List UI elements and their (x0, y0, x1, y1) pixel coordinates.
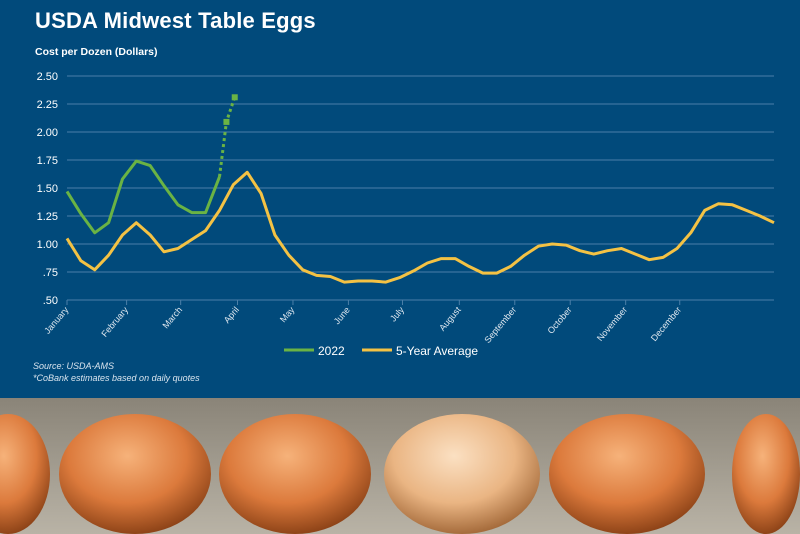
series-line-5-year-average (65, 170, 775, 284)
source-note: Source: USDA-AMS (33, 361, 115, 371)
y-tick-label: 1.25 (37, 211, 58, 223)
x-tick-label: December (649, 305, 683, 343)
y-tick-label: 2.00 (37, 127, 58, 139)
egg (219, 414, 371, 534)
egg-row (0, 414, 800, 534)
egg (549, 414, 705, 534)
egg (59, 414, 211, 534)
x-tick-label: November (595, 305, 629, 343)
x-tick-label: September (482, 305, 518, 345)
line-chart: Cost per Dozen (Dollars) .50 .75 1.00 1.25 1.… (35, 46, 775, 358)
egg (384, 414, 540, 534)
y-tick-label: .50 (43, 295, 58, 307)
x-tick-label: April (222, 305, 241, 325)
y-tick-label: 1.00 (37, 239, 58, 251)
y-tick-label: 2.50 (37, 71, 58, 83)
y-tick-label: 1.75 (37, 155, 58, 167)
x-tick-label: February (99, 304, 130, 338)
estimate-marker (231, 94, 238, 101)
legend-label: 5-Year Average (396, 344, 478, 358)
egg (0, 414, 50, 534)
y-tick-label: 1.50 (37, 183, 58, 195)
x-tick-label: January (42, 304, 71, 335)
series-line-2022 (65, 159, 221, 235)
eggs-photo (0, 398, 800, 534)
x-tick-label: May (278, 304, 297, 324)
y-tick-label: .75 (43, 267, 58, 279)
legend-label: 2022 (318, 344, 345, 358)
y-tick-label: 2.25 (37, 99, 58, 111)
x-tick-label: March (160, 305, 184, 331)
estimate-marker (223, 118, 230, 125)
egg (732, 414, 800, 534)
x-tick-label: October (546, 305, 574, 336)
estimate-line (218, 96, 237, 177)
chart-title: USDA Midwest Table Eggs (35, 8, 316, 33)
x-tick-label: June (332, 305, 352, 326)
footnote: *CoBank estimates based on daily quotes (33, 373, 200, 383)
x-tick-label: August (437, 304, 463, 332)
x-tick-label: July (388, 304, 406, 323)
y-axis-label: Cost per Dozen (Dollars) (35, 46, 158, 58)
